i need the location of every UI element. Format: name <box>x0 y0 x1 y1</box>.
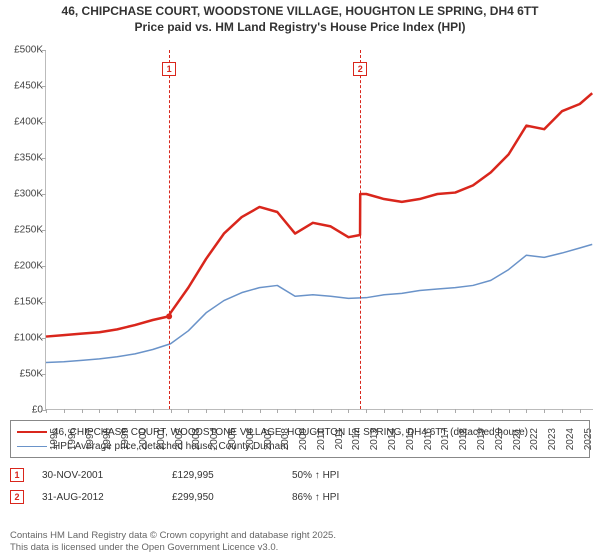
x-tick <box>331 409 332 413</box>
x-tick <box>188 409 189 413</box>
legend-swatch <box>17 431 47 433</box>
title-line-1: 46, CHIPCHASE COURT, WOODSTONE VILLAGE, … <box>10 4 590 20</box>
x-tick <box>455 409 456 413</box>
x-tick <box>473 409 474 413</box>
sale-row: 1 30-NOV-2001£129,99550% ↑ HPI <box>10 464 590 486</box>
y-tick <box>42 266 46 267</box>
x-tick <box>437 409 438 413</box>
x-tick <box>526 409 527 413</box>
plot-area: £0£50K£100K£150K£200K£250K£300K£350K£400… <box>45 50 593 410</box>
y-tick <box>42 194 46 195</box>
x-tick <box>260 409 261 413</box>
x-tick <box>402 409 403 413</box>
sale-vs-hpi: 86% ↑ HPI <box>292 492 412 503</box>
y-axis-label: £150K <box>1 297 43 308</box>
legend-label: 46, CHIPCHASE COURT, WOODSTONE VILLAGE, … <box>53 427 528 438</box>
x-tick <box>580 409 581 413</box>
y-axis-label: £300K <box>1 189 43 200</box>
x-tick <box>224 409 225 413</box>
credit-text: Contains HM Land Registry data © Crown c… <box>10 530 336 554</box>
y-tick <box>42 50 46 51</box>
x-tick <box>82 409 83 413</box>
y-tick <box>42 86 46 87</box>
credit-line-1: Contains HM Land Registry data © Crown c… <box>10 530 336 542</box>
chart-title: 46, CHIPCHASE COURT, WOODSTONE VILLAGE, … <box>0 0 600 41</box>
x-tick <box>277 409 278 413</box>
event-marker-label: 1 <box>162 62 176 76</box>
legend-swatch <box>17 446 47 447</box>
y-axis-label: £100K <box>1 333 43 344</box>
x-tick <box>206 409 207 413</box>
legend: 46, CHIPCHASE COURT, WOODSTONE VILLAGE, … <box>10 420 590 458</box>
y-tick <box>42 230 46 231</box>
chart-svg <box>46 50 593 409</box>
series-line-price_paid <box>46 93 592 336</box>
sales-table: 1 30-NOV-2001£129,99550% ↑ HPI 2 31-AUG-201… <box>10 464 590 508</box>
legend-item: 46, CHIPCHASE COURT, WOODSTONE VILLAGE, … <box>17 425 583 439</box>
event-marker-line <box>360 50 361 409</box>
sale-vs-hpi: 50% ↑ HPI <box>292 470 412 481</box>
x-tick <box>135 409 136 413</box>
y-tick <box>42 158 46 159</box>
legend-label: HPI: Average price, detached house, Coun… <box>53 441 289 452</box>
sale-row: 2 31-AUG-2012£299,95086% ↑ HPI <box>10 486 590 508</box>
y-tick <box>42 374 46 375</box>
y-tick <box>42 122 46 123</box>
x-tick <box>313 409 314 413</box>
sale-date: 30-NOV-2001 <box>42 470 172 481</box>
sale-price: £299,950 <box>172 492 292 503</box>
sale-row-marker: 2 <box>10 490 24 504</box>
x-tick <box>366 409 367 413</box>
x-tick <box>242 409 243 413</box>
series-line-hpi <box>46 244 592 362</box>
x-tick <box>544 409 545 413</box>
x-tick <box>562 409 563 413</box>
sale-row-marker: 1 <box>10 468 24 482</box>
sale-price: £129,995 <box>172 470 292 481</box>
x-tick <box>153 409 154 413</box>
chart-container: 46, CHIPCHASE COURT, WOODSTONE VILLAGE, … <box>0 0 600 560</box>
x-tick <box>99 409 100 413</box>
sale-date: 31-AUG-2012 <box>42 492 172 503</box>
y-axis-label: £450K <box>1 81 43 92</box>
x-tick <box>348 409 349 413</box>
x-tick <box>491 409 492 413</box>
y-tick <box>42 302 46 303</box>
x-tick <box>46 409 47 413</box>
legend-item: HPI: Average price, detached house, Coun… <box>17 439 583 453</box>
x-tick <box>295 409 296 413</box>
y-axis-label: £50K <box>1 369 43 380</box>
y-axis-label: £250K <box>1 225 43 236</box>
y-axis-label: £500K <box>1 45 43 56</box>
title-line-2: Price paid vs. HM Land Registry's House … <box>10 20 590 36</box>
y-axis-label: £350K <box>1 153 43 164</box>
x-tick <box>171 409 172 413</box>
y-axis-label: £200K <box>1 261 43 272</box>
credit-line-2: This data is licensed under the Open Gov… <box>10 542 336 554</box>
y-axis-label: £400K <box>1 117 43 128</box>
event-marker-label: 2 <box>353 62 367 76</box>
x-tick <box>509 409 510 413</box>
x-tick <box>384 409 385 413</box>
x-tick <box>64 409 65 413</box>
x-tick <box>117 409 118 413</box>
y-axis-label: £0 <box>1 405 43 416</box>
x-tick <box>420 409 421 413</box>
event-marker-line <box>169 50 170 409</box>
y-tick <box>42 338 46 339</box>
